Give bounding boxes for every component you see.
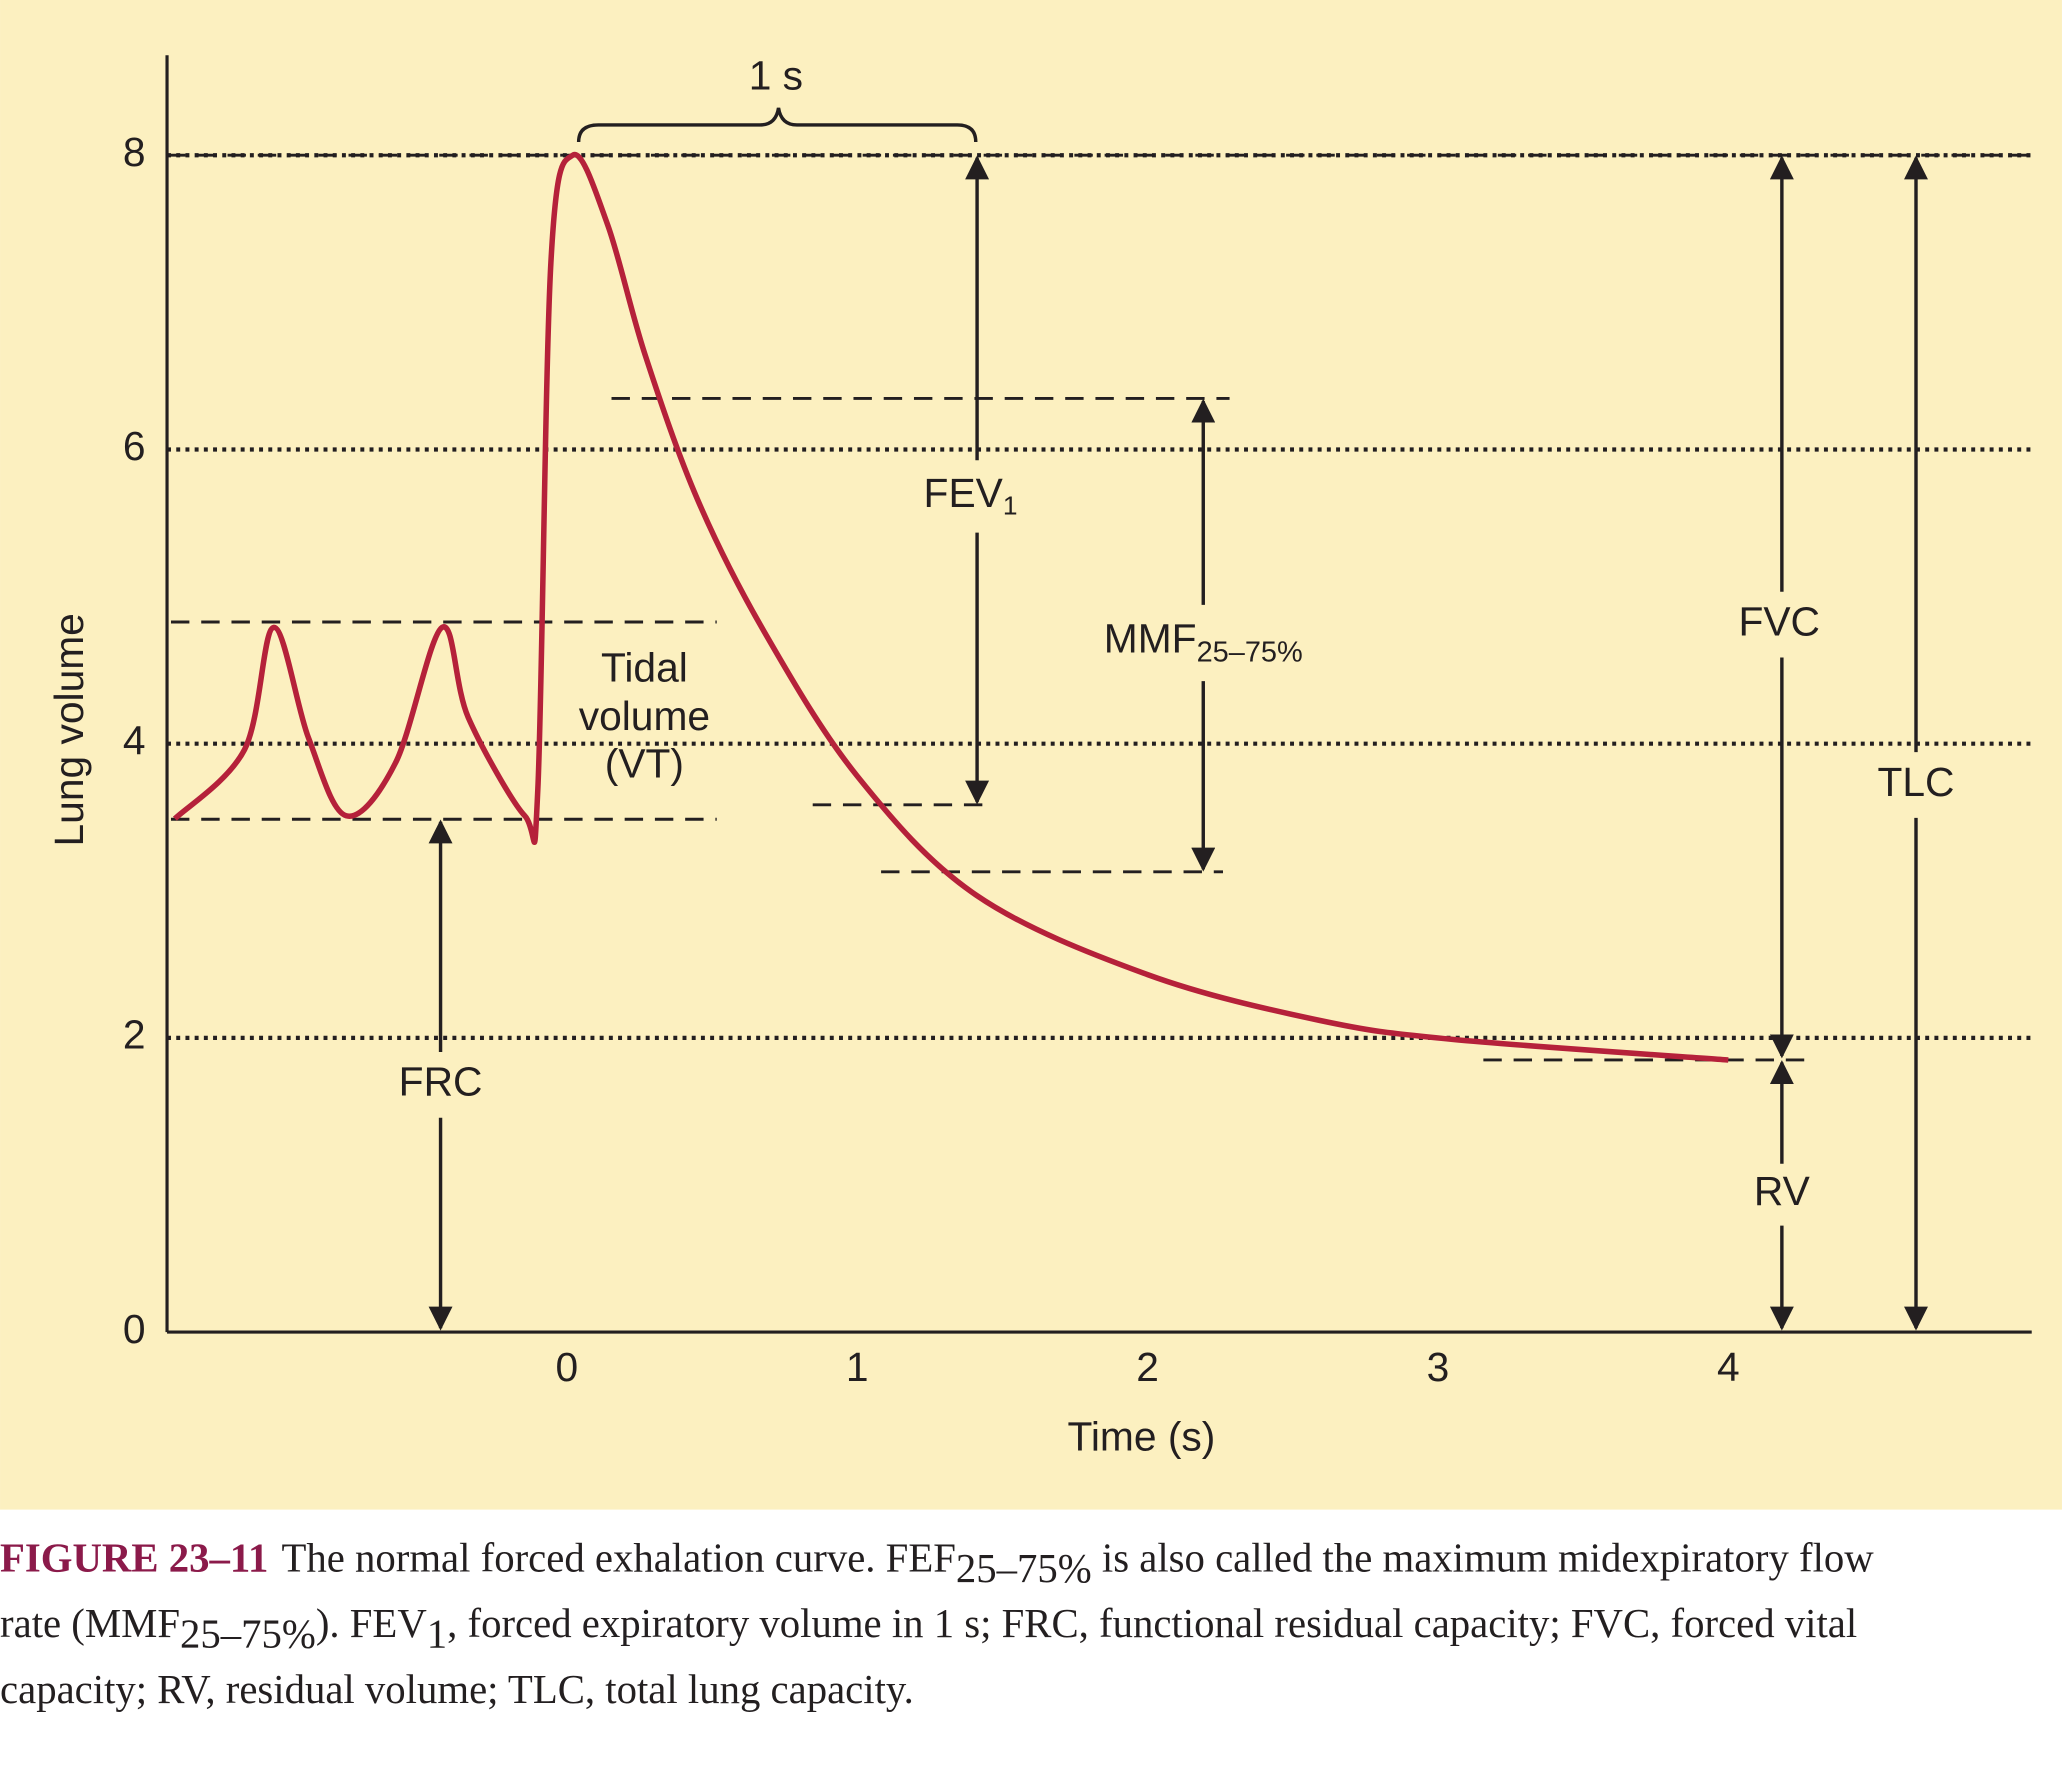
annotation: FEV1: [924, 470, 1018, 521]
caption-label: FIGURE 23–11: [0, 1535, 268, 1580]
y-tick-label: 4: [123, 717, 146, 763]
y-tick-label: 2: [123, 1012, 146, 1058]
caption-text: , forced expiratory volume in 1 s; FRC, …: [447, 1601, 1857, 1646]
x-tick-label: 4: [1717, 1344, 1740, 1390]
annotation: MMF25–75%: [1104, 615, 1303, 668]
grid: [167, 153, 2032, 1040]
annotation: (VT): [605, 740, 684, 786]
brace: [576, 107, 978, 143]
caption-text: is also called the maximum midexpiratory…: [1092, 1535, 1875, 1580]
caption-text: 25–75%: [180, 1612, 316, 1657]
plot: 0 2 4 6 8 0 1 2 3 4: [123, 129, 1740, 1390]
caption-text: 25–75%: [956, 1546, 1092, 1591]
caption-line: FIGURE 23–11 The normal forced exhalation…: [0, 1535, 1874, 1591]
chart-background: [0, 0, 2062, 1510]
x-tick-label: 3: [1427, 1344, 1450, 1390]
x-tick-label: 0: [556, 1344, 579, 1390]
caption-text: The normal forced exhalation curve. FEF: [281, 1535, 955, 1580]
caption-line: capacity; RV, residual volume; TLC, tota…: [0, 1667, 914, 1712]
caption-text: 1: [427, 1612, 447, 1657]
annotation: RV: [1754, 1168, 1810, 1214]
arrows: [428, 107, 1928, 1331]
reference-lines: [167, 153, 2032, 1062]
caption-text: capacity; RV, residual volume; TLC, tota…: [0, 1667, 914, 1712]
caption-text: rate (MMF: [0, 1601, 180, 1646]
y-tick-label: 6: [123, 423, 146, 469]
y-tick-label: 0: [123, 1306, 146, 1352]
annotation: TLC: [1878, 759, 1955, 805]
annotation: 1 s: [749, 53, 803, 99]
caption-line: rate (MMF25–75%). FEV1, forced expirator…: [0, 1601, 1857, 1657]
x-tick-label: 1: [846, 1344, 869, 1390]
annotation: Tidal: [601, 644, 688, 690]
x-tick-label: 2: [1136, 1344, 1159, 1390]
annotation: FVC: [1738, 598, 1820, 644]
annotation: volume: [579, 693, 710, 739]
curve: [172, 151, 1729, 1063]
annotation: FRC: [399, 1059, 483, 1105]
caption: FIGURE 23–11 The normal forced exhalation…: [0, 1535, 1874, 1712]
x-axis-label: Time (s): [1068, 1414, 1216, 1460]
caption-text: ). FEV: [316, 1601, 427, 1646]
y-tick-label: 8: [123, 129, 146, 175]
y-axis-label: Lung volume: [46, 613, 92, 846]
